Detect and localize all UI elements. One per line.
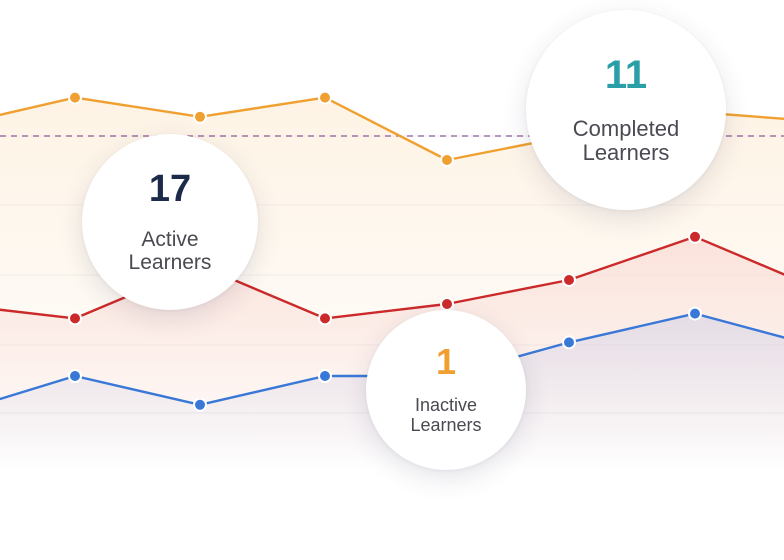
data-point-bottom <box>318 369 332 383</box>
data-point-top <box>440 153 454 167</box>
data-point-middle <box>688 229 702 244</box>
inactive-learners-label: Inactive Learners <box>410 395 482 435</box>
data-point-top <box>68 90 82 105</box>
data-point-top <box>193 109 207 124</box>
data-point-middle <box>318 311 332 326</box>
data-point-middle <box>68 311 82 326</box>
inactive-learners-count: 1 <box>435 341 457 383</box>
active-learners-card: 17 Active Learners <box>82 134 258 310</box>
series-line-middle <box>0 235 784 320</box>
data-point-top <box>318 90 332 105</box>
data-point-bottom <box>562 335 576 350</box>
data-point-bottom <box>193 397 207 412</box>
data-point-middle <box>562 273 576 287</box>
active-learners-count: 17 <box>148 167 192 210</box>
completed-learners-card: 11 Completed Learners <box>526 10 726 210</box>
data-point-middle <box>440 297 454 311</box>
completed-learners-label: Completed Learners <box>572 115 680 165</box>
completed-learners-count: 11 <box>604 52 648 97</box>
inactive-learners-card: 1 Inactive Learners <box>366 310 526 470</box>
active-learners-label: Active Learners <box>128 227 212 274</box>
data-point-bottom <box>688 306 702 321</box>
data-point-bottom <box>68 369 82 383</box>
